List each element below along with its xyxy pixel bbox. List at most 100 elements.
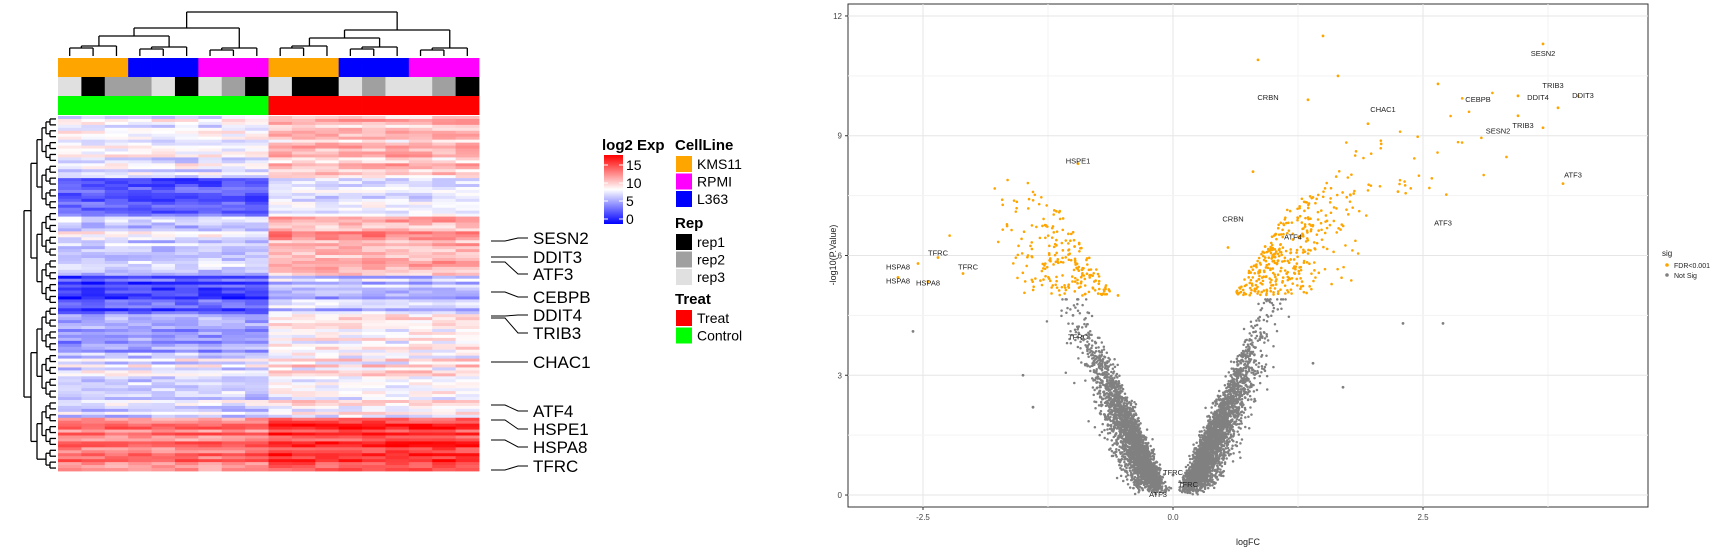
heatmap-cell (81, 370, 106, 374)
heatmap-cell (174, 222, 199, 226)
heatmap-cell (362, 432, 386, 436)
heatmap-cell (432, 163, 457, 167)
heatmap-cell (338, 118, 363, 123)
heatmap-cell (455, 388, 480, 392)
heatmap-cell (385, 373, 410, 377)
heatmap-cell (408, 355, 433, 359)
gene-label-trib3: TRIB3 (533, 324, 581, 343)
heatmap-cell (385, 228, 410, 232)
heatmap-cell (198, 323, 223, 327)
heatmap-cell (385, 275, 410, 280)
heatmap-cell (58, 290, 82, 294)
heatmap-cell (245, 417, 269, 422)
volcano-point-not-sig (1231, 444, 1234, 448)
heatmap-cell (338, 255, 363, 259)
heatmap-cell (455, 249, 480, 253)
heatmap-cell (385, 385, 410, 389)
volcano-gridlines (848, 4, 1648, 507)
heatmap-cell (291, 281, 316, 286)
heatmap-cell (432, 376, 457, 380)
heatmap-cell (268, 184, 293, 188)
heatmap-cell (221, 237, 246, 241)
heatmap-cell (432, 397, 457, 401)
volcano-point-not-sig (1106, 438, 1109, 441)
heatmap-cell (58, 266, 82, 271)
heatmap-cell (291, 376, 316, 380)
heatmap-cell (245, 281, 269, 286)
heatmap-cell (432, 411, 457, 416)
heatmap-cell (198, 465, 223, 469)
rep-annotation-cell (315, 77, 340, 96)
heatmap-cell (174, 447, 199, 451)
heatmap-cell (362, 441, 386, 445)
y-tick-label: 9 (838, 132, 843, 141)
heatmap-cell (221, 340, 246, 345)
heatmap-cell (455, 400, 480, 404)
heatmap-cell (455, 216, 480, 220)
heatmap-cell (128, 287, 152, 291)
heatmap-cell (408, 459, 433, 463)
heatmap-cell (408, 172, 433, 176)
heatmap-cell (174, 187, 199, 191)
heatmap-cell (385, 411, 410, 416)
heatmap-cell (455, 456, 480, 460)
cellline-annotation-cell (245, 58, 269, 77)
heatmap-cell (58, 133, 82, 138)
heatmap-cell (198, 426, 223, 430)
volcano-point-not-sig (1246, 388, 1250, 391)
heatmap-cell (362, 323, 386, 327)
heatmap-cell (385, 447, 410, 451)
heatmap-cell (362, 456, 386, 460)
heatmap-cell (104, 142, 129, 146)
volcano-point-not-sig (1210, 406, 1213, 409)
volcano-point-not-sig (1273, 322, 1277, 326)
heatmap-cell (432, 178, 457, 182)
heatmap-cell (291, 331, 316, 336)
heatmap-cell (151, 355, 176, 359)
heatmap-cell (362, 397, 386, 401)
heatmap-cell (291, 269, 316, 274)
heatmap-cell (268, 311, 293, 315)
heatmap-cell (174, 450, 199, 454)
heatmap-cell (81, 349, 106, 354)
heatmap-cell (315, 349, 340, 354)
heatmap-cell (198, 258, 223, 262)
heatmap-cell (151, 376, 176, 380)
heatmap-cell (128, 136, 152, 141)
heatmap-cell (128, 388, 152, 392)
heatmap-cell (338, 450, 363, 454)
heatmap-cell (432, 192, 457, 197)
heatmap-cell (338, 435, 363, 439)
heatmap-cell (128, 237, 152, 241)
heatmap-cell (432, 296, 457, 300)
heatmap-cell (81, 465, 106, 469)
heatmap-cell (432, 355, 457, 359)
heatmap-cell (291, 216, 316, 220)
heatmap-cell (362, 405, 386, 410)
heatmap-cell (385, 438, 410, 442)
heatmap-cell (58, 255, 82, 259)
heatmap-cell (151, 154, 176, 158)
heatmap-cell (151, 216, 176, 220)
heatmap-cell (432, 329, 457, 333)
heatmap-cell (151, 124, 176, 129)
heatmap-cell (291, 260, 316, 265)
heatmap-cell (408, 121, 433, 126)
heatmap-cell (151, 148, 176, 152)
heatmap-cell (174, 228, 199, 232)
heatmap-cell (338, 246, 363, 250)
heatmap-cell (174, 311, 199, 315)
heatmap-cell (151, 249, 176, 253)
heatmap-cell (245, 198, 269, 203)
heatmap-cell (58, 391, 82, 395)
heatmap-cell (104, 178, 129, 182)
heatmap-cell (408, 329, 433, 333)
heatmap-cell (58, 172, 82, 176)
heatmap-cell (268, 278, 293, 283)
heatmap-cell (104, 222, 129, 226)
heatmap-cell (385, 408, 410, 413)
heatmap-cell (104, 154, 129, 158)
heatmap-cell (291, 447, 316, 451)
heatmap-cell (58, 432, 82, 436)
heatmap-cell (174, 195, 199, 200)
